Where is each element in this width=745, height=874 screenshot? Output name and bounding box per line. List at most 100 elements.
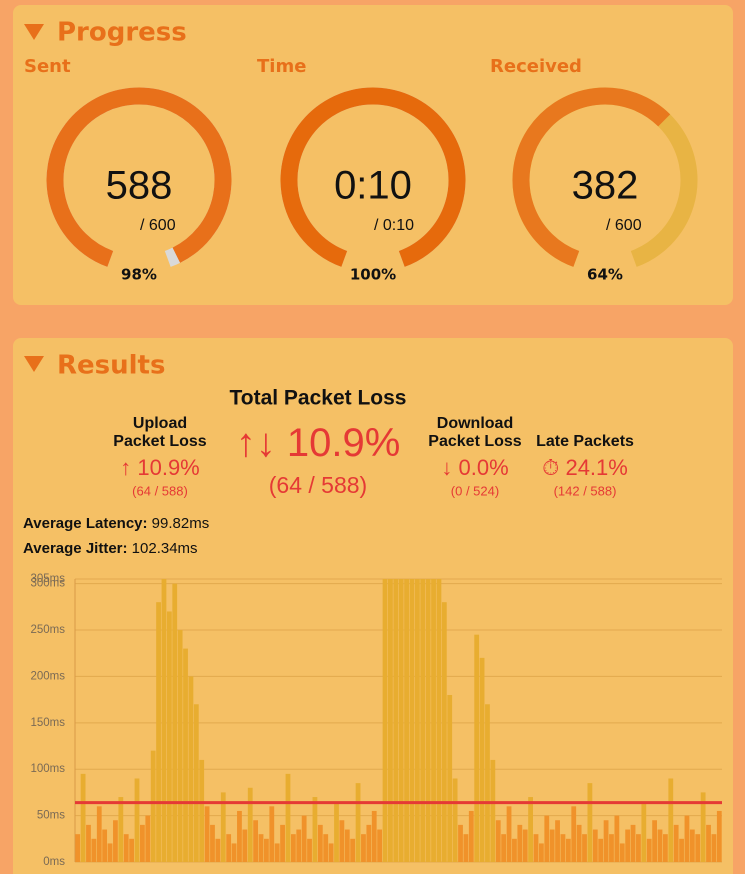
bar [156, 602, 161, 862]
bar [490, 759, 496, 862]
bar [377, 829, 383, 862]
bar [414, 579, 420, 862]
gauge-value: 0:10 [334, 164, 412, 208]
jitter: Average Jitter: 102.34ms [23, 540, 198, 557]
bar [636, 834, 641, 862]
gauge-value: 382 [572, 164, 639, 208]
bar [679, 838, 684, 862]
y-tick-label: 0ms [43, 856, 65, 868]
bar [258, 834, 264, 862]
gauge-total: / 0:10 [374, 217, 414, 234]
bar [307, 838, 312, 862]
bar [404, 579, 409, 862]
bar [549, 829, 555, 862]
icon: ↑↓ [236, 421, 276, 465]
stat-title: Packet Loss [113, 433, 206, 450]
bar [210, 824, 215, 862]
bar [204, 806, 210, 862]
bar [113, 820, 118, 862]
stat-count: (64 / 588) [132, 483, 188, 498]
bar [323, 834, 329, 862]
bar [91, 838, 97, 862]
label: Average Jitter: [23, 540, 128, 557]
bar [630, 824, 636, 862]
bar [625, 829, 631, 862]
bar [706, 824, 711, 862]
bar [215, 838, 221, 862]
bar [366, 824, 372, 862]
value: 102.34ms [132, 540, 198, 557]
bar [420, 579, 426, 862]
bar [458, 824, 463, 862]
bar [269, 806, 275, 862]
bar [80, 773, 86, 862]
collapse-toggle[interactable] [24, 24, 44, 40]
gauge-total: / 600 [606, 217, 642, 234]
y-tick-label: 305ms [30, 573, 65, 585]
bar [506, 806, 512, 862]
bar [102, 829, 108, 862]
bar [668, 778, 674, 862]
bar [700, 792, 706, 862]
gauge-arc [46, 87, 232, 267]
bar [576, 824, 582, 862]
bar [188, 676, 194, 862]
bar [474, 634, 480, 862]
bar [339, 820, 345, 862]
bar [646, 838, 652, 862]
bar [652, 820, 657, 862]
bar [479, 657, 485, 862]
bar [355, 783, 361, 862]
bar [107, 843, 113, 862]
bar [285, 773, 291, 862]
bar [517, 824, 523, 862]
collapse-toggle[interactable] [24, 356, 44, 372]
y-tick-label: 200ms [30, 670, 65, 682]
bar [501, 834, 507, 862]
bar [689, 829, 695, 862]
section-title: Results [57, 351, 165, 381]
bar [361, 834, 366, 862]
bar [431, 579, 436, 862]
bar [237, 810, 242, 862]
stat-value: ⏱ 24.1% [542, 455, 628, 480]
stat-count: (0 / 524) [451, 483, 499, 498]
bar [220, 792, 226, 862]
bar [296, 829, 302, 862]
bar [695, 834, 701, 862]
bar [447, 694, 453, 862]
y-tick-label: 250ms [30, 624, 65, 636]
stat-title: Late Packets [536, 433, 634, 450]
bar [290, 834, 296, 862]
bar [662, 834, 668, 862]
bar [123, 834, 129, 862]
gauge-percent: 100% [350, 266, 396, 284]
bar [172, 583, 178, 862]
value: 0.0% [458, 455, 508, 480]
bar [587, 783, 593, 862]
bar [436, 579, 442, 862]
stat-title: Packet Loss [428, 433, 521, 450]
bar [231, 843, 237, 862]
bar [641, 801, 647, 862]
y-tick-label: 150ms [30, 717, 65, 729]
bar [538, 843, 544, 862]
bar [468, 810, 474, 862]
gauge-arc [280, 87, 466, 267]
bar [673, 824, 679, 862]
bar [512, 838, 517, 862]
bar [145, 815, 151, 862]
bar [334, 801, 339, 862]
icon: ↓ [441, 455, 452, 480]
bar [609, 834, 614, 862]
bar [522, 829, 528, 862]
bar [199, 759, 205, 862]
bar [603, 820, 609, 862]
total-loss-count: (64 / 588) [269, 472, 367, 498]
bar [328, 843, 334, 862]
label: Average Latency: [23, 515, 148, 532]
bar [393, 579, 399, 862]
value: 24.1% [565, 455, 627, 480]
bar [598, 838, 604, 862]
bar [452, 778, 458, 862]
